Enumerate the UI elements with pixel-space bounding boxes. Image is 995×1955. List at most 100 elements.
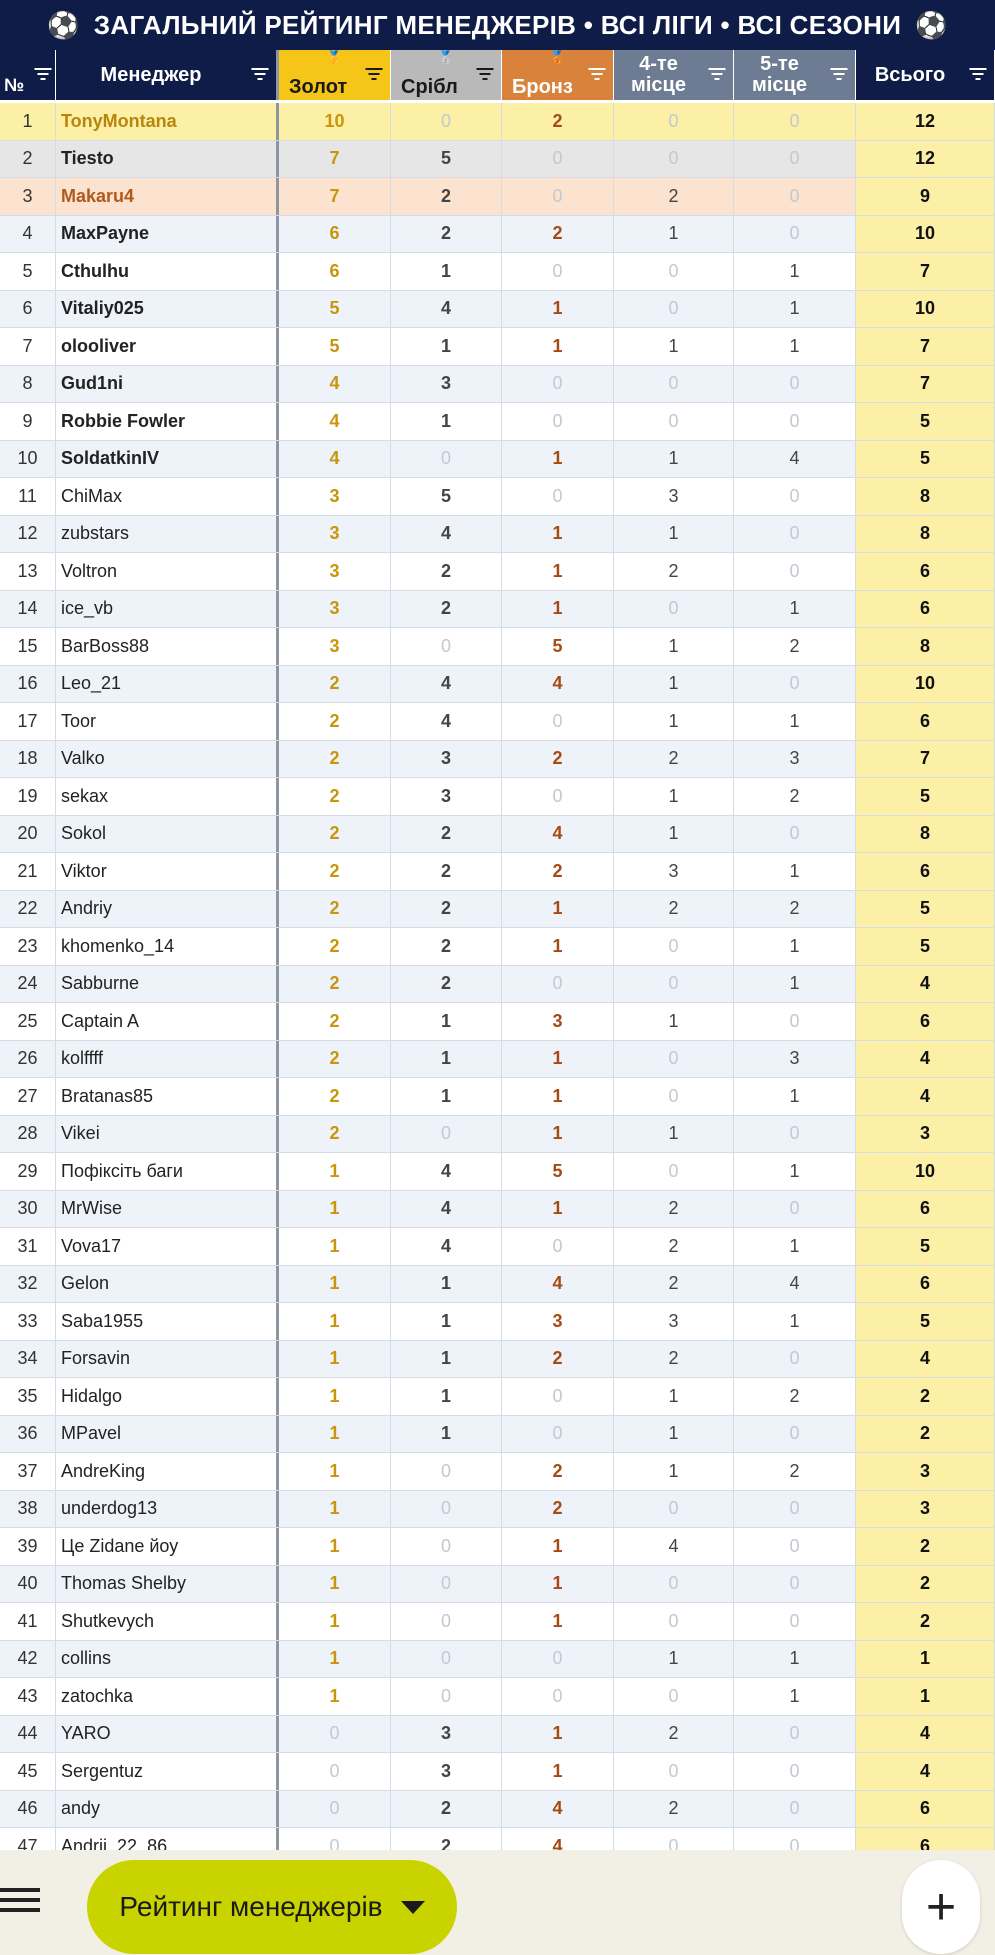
gold-count-cell[interactable]: 3 [279,628,391,665]
manager-name-cell[interactable]: Пофіксіть баги [56,1153,279,1190]
bronze-count-cell[interactable]: 0 [502,1640,614,1677]
total-cell[interactable]: 10 [856,1153,995,1190]
add-sheet-button[interactable]: + [902,1860,980,1954]
gold-count-cell[interactable]: 2 [279,703,391,740]
silver-count-cell[interactable]: 0 [391,440,502,477]
gold-count-cell[interactable]: 1 [279,1378,391,1415]
p4-count-cell[interactable]: 1 [614,778,734,815]
rank-cell[interactable]: 23 [0,928,56,965]
total-cell[interactable]: 2 [856,1415,995,1452]
manager-name-cell[interactable]: Sokol [56,815,279,852]
p4-count-cell[interactable]: 2 [614,1715,734,1752]
manager-name-cell[interactable]: Sergentuz [56,1753,279,1790]
filter-icon[interactable] [476,67,493,81]
manager-name-cell[interactable]: Valko [56,740,279,777]
table-row[interactable]: 41 Shutkevych 1 0 1 0 0 2 [0,1603,995,1641]
table-row[interactable]: 3 Makaru4 7 2 0 2 0 9 [0,178,995,216]
gold-count-cell[interactable]: 1 [279,1528,391,1565]
gold-count-cell[interactable]: 1 [279,1678,391,1715]
manager-name-cell[interactable]: ice_vb [56,590,279,627]
table-row[interactable]: 44 YARO 0 3 1 2 0 4 [0,1715,995,1753]
bronze-count-cell[interactable]: 0 [502,253,614,290]
rank-cell[interactable]: 19 [0,778,56,815]
total-cell[interactable]: 6 [856,1790,995,1827]
total-cell[interactable]: 5 [856,403,995,440]
rank-cell[interactable]: 24 [0,965,56,1002]
gold-count-cell[interactable]: 4 [279,403,391,440]
rank-cell[interactable]: 39 [0,1528,56,1565]
silver-count-cell[interactable]: 0 [391,1490,502,1527]
manager-name-cell[interactable]: BarBoss88 [56,628,279,665]
total-cell[interactable]: 7 [856,365,995,402]
bronze-count-cell[interactable]: 0 [502,1228,614,1265]
p5-count-cell[interactable]: 0 [734,1828,856,1850]
silver-count-cell[interactable]: 2 [391,1790,502,1827]
p5-count-cell[interactable]: 0 [734,553,856,590]
table-row[interactable]: 30 MrWise 1 4 1 2 0 6 [0,1190,995,1228]
p4-count-cell[interactable]: 1 [614,440,734,477]
gold-count-cell[interactable]: 6 [279,253,391,290]
p4-count-cell[interactable]: 0 [614,103,734,140]
total-cell[interactable]: 5 [856,1303,995,1340]
total-cell[interactable]: 8 [856,815,995,852]
silver-count-cell[interactable]: 0 [391,1565,502,1602]
table-row[interactable]: 7 olooliver 5 1 1 1 1 7 [0,328,995,366]
filter-icon[interactable] [708,67,725,81]
filter-icon[interactable] [34,67,51,81]
gold-count-cell[interactable]: 2 [279,665,391,702]
silver-count-cell[interactable]: 1 [391,1378,502,1415]
p4-count-cell[interactable]: 2 [614,178,734,215]
table-row[interactable]: 32 Gelon 1 1 4 2 4 6 [0,1265,995,1303]
p4-count-cell[interactable]: 0 [614,365,734,402]
table-row[interactable]: 9 Robbie Fowler 4 1 0 0 0 5 [0,403,995,441]
p5-count-cell[interactable]: 2 [734,1453,856,1490]
p5-count-cell[interactable]: 0 [734,1753,856,1790]
table-row[interactable]: 18 Valko 2 3 2 2 3 7 [0,740,995,778]
manager-name-cell[interactable]: Leo_21 [56,665,279,702]
p4-count-cell[interactable]: 0 [614,403,734,440]
bronze-count-cell[interactable]: 2 [502,1490,614,1527]
p5-count-cell[interactable]: 1 [734,1678,856,1715]
rank-cell[interactable]: 15 [0,628,56,665]
filter-icon[interactable] [588,67,605,81]
gold-count-cell[interactable]: 1 [279,1153,391,1190]
silver-count-cell[interactable]: 2 [391,178,502,215]
table-row[interactable]: 40 Thomas Shelby 1 0 1 0 0 2 [0,1565,995,1603]
manager-name-cell[interactable]: Gud1ni [56,365,279,402]
bronze-count-cell[interactable]: 1 [502,1190,614,1227]
total-cell[interactable]: 2 [856,1565,995,1602]
manager-name-cell[interactable]: AndreKing [56,1453,279,1490]
bronze-count-cell[interactable]: 3 [502,1303,614,1340]
p5-count-cell[interactable]: 1 [734,1153,856,1190]
bronze-count-cell[interactable]: 1 [502,515,614,552]
p5-count-cell[interactable]: 0 [734,1415,856,1452]
manager-name-cell[interactable]: Andriy [56,890,279,927]
rank-cell[interactable]: 1 [0,103,56,140]
rank-cell[interactable]: 22 [0,890,56,927]
p4-count-cell[interactable]: 0 [614,1603,734,1640]
gold-count-cell[interactable]: 5 [279,290,391,327]
p5-count-cell[interactable]: 0 [734,478,856,515]
silver-count-cell[interactable]: 3 [391,1715,502,1752]
p4-count-cell[interactable]: 0 [614,1565,734,1602]
bronze-count-cell[interactable]: 2 [502,215,614,252]
p4-count-cell[interactable]: 2 [614,1265,734,1302]
table-row[interactable]: 45 Sergentuz 0 3 1 0 0 4 [0,1753,995,1791]
rank-cell[interactable]: 45 [0,1753,56,1790]
gold-count-cell[interactable]: 3 [279,515,391,552]
dropdown-arrow-icon[interactable] [400,1900,425,1914]
silver-count-cell[interactable]: 3 [391,1753,502,1790]
total-cell[interactable]: 4 [856,1715,995,1752]
total-cell[interactable]: 6 [856,1190,995,1227]
manager-name-cell[interactable]: Vitaliy025 [56,290,279,327]
rank-cell[interactable]: 36 [0,1415,56,1452]
total-cell[interactable]: 10 [856,290,995,327]
gold-count-cell[interactable]: 0 [279,1828,391,1850]
silver-count-cell[interactable]: 1 [391,328,502,365]
gold-count-cell[interactable]: 2 [279,853,391,890]
rank-cell[interactable]: 2 [0,140,56,177]
total-cell[interactable]: 3 [856,1453,995,1490]
gold-count-cell[interactable]: 1 [279,1340,391,1377]
p4-count-cell[interactable]: 1 [614,515,734,552]
silver-count-cell[interactable]: 0 [391,1603,502,1640]
